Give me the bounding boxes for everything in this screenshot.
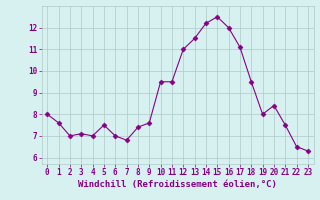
X-axis label: Windchill (Refroidissement éolien,°C): Windchill (Refroidissement éolien,°C) xyxy=(78,180,277,189)
